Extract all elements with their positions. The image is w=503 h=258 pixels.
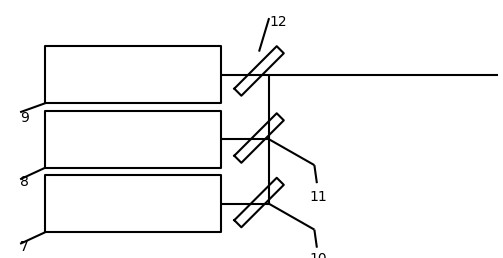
Text: 7: 7 bbox=[20, 240, 29, 254]
Text: 9: 9 bbox=[20, 111, 29, 125]
Text: 11: 11 bbox=[309, 190, 327, 204]
Text: 10: 10 bbox=[309, 252, 327, 258]
Text: 8: 8 bbox=[20, 175, 29, 189]
Text: 12: 12 bbox=[269, 15, 287, 29]
